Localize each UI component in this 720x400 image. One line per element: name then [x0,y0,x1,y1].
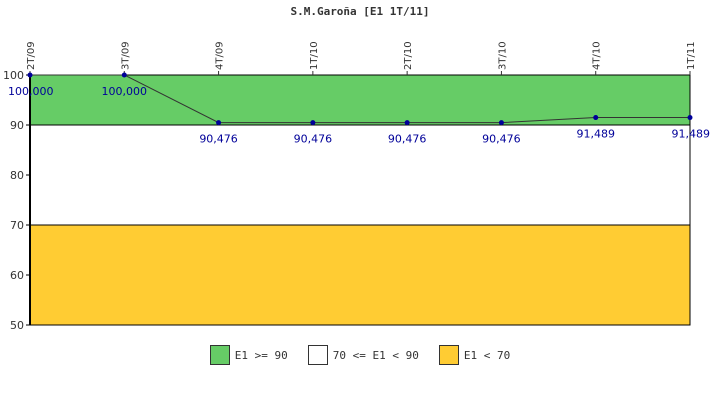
data-point [121,72,127,78]
legend-item-mid: 70 <= E1 < 90 [307,345,419,365]
chart-title: S.M.Garoña [E1 1T/11] [290,5,429,18]
legend-label-mid: 70 <= E1 < 90 [332,348,419,362]
data-label: 90,476 [199,133,238,146]
legend-item-low: E1 < 70 [438,345,511,365]
data-point [498,120,504,126]
x-tick-label: 2T/09 [26,41,37,70]
data-point [687,115,693,121]
band-mid [29,124,691,226]
legend-item-high: E1 >= 90 [209,345,288,365]
legend-label-low: E1 < 70 [463,348,511,362]
series-line [30,74,690,124]
data-label: 90,476 [294,133,333,146]
y-tick-label: 60 [10,269,24,282]
data-point [27,72,33,78]
data-label: 90,476 [388,133,427,146]
legend-swatch-low [438,345,459,365]
threshold-bands [29,74,691,326]
x-tick-label: 4T/10 [592,41,603,70]
data-points [27,72,693,126]
x-tick-label: 2T/10 [403,41,414,70]
data-label: 91,489 [576,128,615,141]
legend-swatch-mid [307,345,328,365]
data-point [216,120,222,126]
y-tick-label: 70 [10,219,24,232]
series-line-layer [30,74,690,124]
data-point [310,120,316,126]
band-low [29,224,691,326]
x-tick-label: 3T/09 [120,41,131,70]
data-label: 100,000 [102,85,148,98]
x-tick-label: 4T/09 [215,41,226,70]
legend-swatch-high [209,345,230,365]
data-label: 100,000 [8,85,54,98]
y-tick-label: 50 [10,319,24,332]
data-point [404,120,410,126]
data-label: 91,489 [672,128,711,141]
data-labels: 100,000 100,000 90,476 90,476 90,476 90,476 91… [8,85,710,146]
legend-label-high: E1 >= 90 [234,348,288,362]
x-tick-label: 1T/10 [309,41,320,70]
data-point [593,115,599,121]
y-tick-label: 100 [3,69,24,82]
data-label: 90,476 [482,133,521,146]
y-tick-label: 80 [10,169,24,182]
legend: E1 >= 90 70 <= E1 < 90 E1 < 70 [0,345,720,365]
x-tick-label: 1T/11 [686,41,697,70]
x-tick-label: 3T/10 [497,41,508,70]
y-tick-label: 90 [10,119,24,132]
